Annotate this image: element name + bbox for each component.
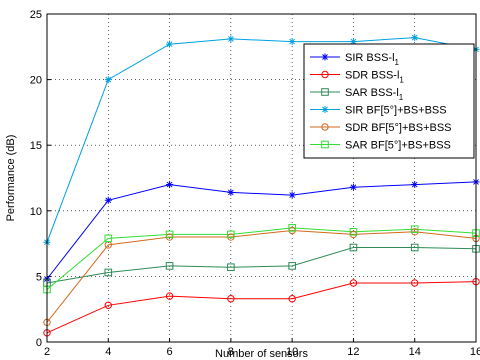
legend-box (303, 43, 475, 159)
data-point-series-0 (166, 181, 174, 189)
legend-marker (321, 123, 329, 131)
data-point-series-1 (227, 295, 235, 303)
data-point-series-3 (227, 35, 235, 43)
data-point-series-1 (349, 279, 358, 287)
series-line-5 (46, 227, 477, 290)
legend-marker (321, 106, 329, 113)
legend: SIR BSS-l1 SDR BSS-l1 SAR BSS-l1 SIR BF[5°]… (303, 43, 475, 159)
data-point-series-2 (227, 263, 235, 272)
series-line-4 (46, 229, 477, 323)
data-point-series-2 (288, 262, 296, 270)
data-point-series-5 (104, 234, 113, 243)
data-point-series-5 (165, 230, 174, 239)
series-line-0 (46, 181, 477, 280)
data-point-series-0 (104, 196, 112, 204)
x-axis-label: Number of sensors (215, 348, 308, 360)
data-point-series-5 (227, 230, 235, 239)
data-point-series-5 (288, 224, 296, 232)
y-tick-label: 15 (30, 140, 42, 152)
legend-entry-label: SAR BF[5°]+BS+BSS (345, 140, 451, 152)
y-tick-label: 10 (30, 206, 42, 218)
data-point-series-1 (288, 295, 296, 303)
data-point-series-0 (411, 181, 419, 189)
legend-marker (321, 140, 329, 149)
x-tick-label: 16 (470, 346, 480, 358)
data-point-series-0 (288, 191, 296, 199)
data-point-series-5 (410, 225, 419, 233)
data-point-series-3 (349, 38, 357, 46)
legend-entry-label: SAR BSS-l1 (345, 87, 404, 102)
tick-labels: 2 4 6 8 10 12 14 16 0 5 10 15 20 25 (30, 9, 480, 358)
x-tick-label: 14 (409, 346, 421, 358)
x-tick-label: 4 (105, 346, 111, 358)
data-point-series-2 (410, 243, 419, 252)
data-point-series-3 (411, 34, 419, 42)
data-point-series-5 (349, 227, 358, 236)
data-point-series-2 (104, 268, 113, 277)
data-point-series-3 (104, 76, 112, 84)
y-axis-label: Performance (dB) (5, 135, 17, 222)
series-line-2 (46, 247, 477, 284)
y-tick-label: 0 (36, 337, 42, 349)
data-point-series-3 (166, 40, 174, 48)
data-point-series-1 (104, 301, 112, 309)
x-tick-label: 8 (228, 346, 234, 358)
legend-entry-label: SIR BF[5°]+BS+BSS (345, 105, 447, 117)
x-tick-label: 12 (347, 346, 359, 358)
x-tick-label: 10 (286, 346, 298, 358)
data-point-series-2 (349, 243, 358, 252)
legend-marker (321, 53, 329, 61)
legend-entry-label: SDR BSS-l1 (345, 70, 404, 85)
legend-marker (321, 88, 329, 96)
series-line-1 (46, 281, 477, 334)
y-tick-label: 5 (36, 271, 42, 283)
data-point-series-0 (349, 183, 357, 191)
legend-marker (321, 70, 329, 79)
plot-frame (46, 13, 477, 343)
series-lines (46, 37, 477, 334)
data-point-series-3 (288, 38, 296, 46)
data-point-series-0 (227, 188, 235, 196)
legend-entry-label: SDR BF[5°]+BS+BSS (345, 122, 452, 134)
y-tick-label: 20 (30, 75, 42, 87)
x-tick-label: 2 (44, 346, 50, 358)
data-point-series-2 (165, 262, 174, 270)
data-point-series-1 (165, 292, 174, 300)
series-line-3 (46, 37, 477, 243)
y-tick-label: 25 (30, 9, 42, 21)
legend-entry-label: SIR BSS-l1 (345, 52, 400, 67)
x-tick-label: 6 (167, 346, 173, 358)
data-point-series-1 (411, 279, 419, 287)
